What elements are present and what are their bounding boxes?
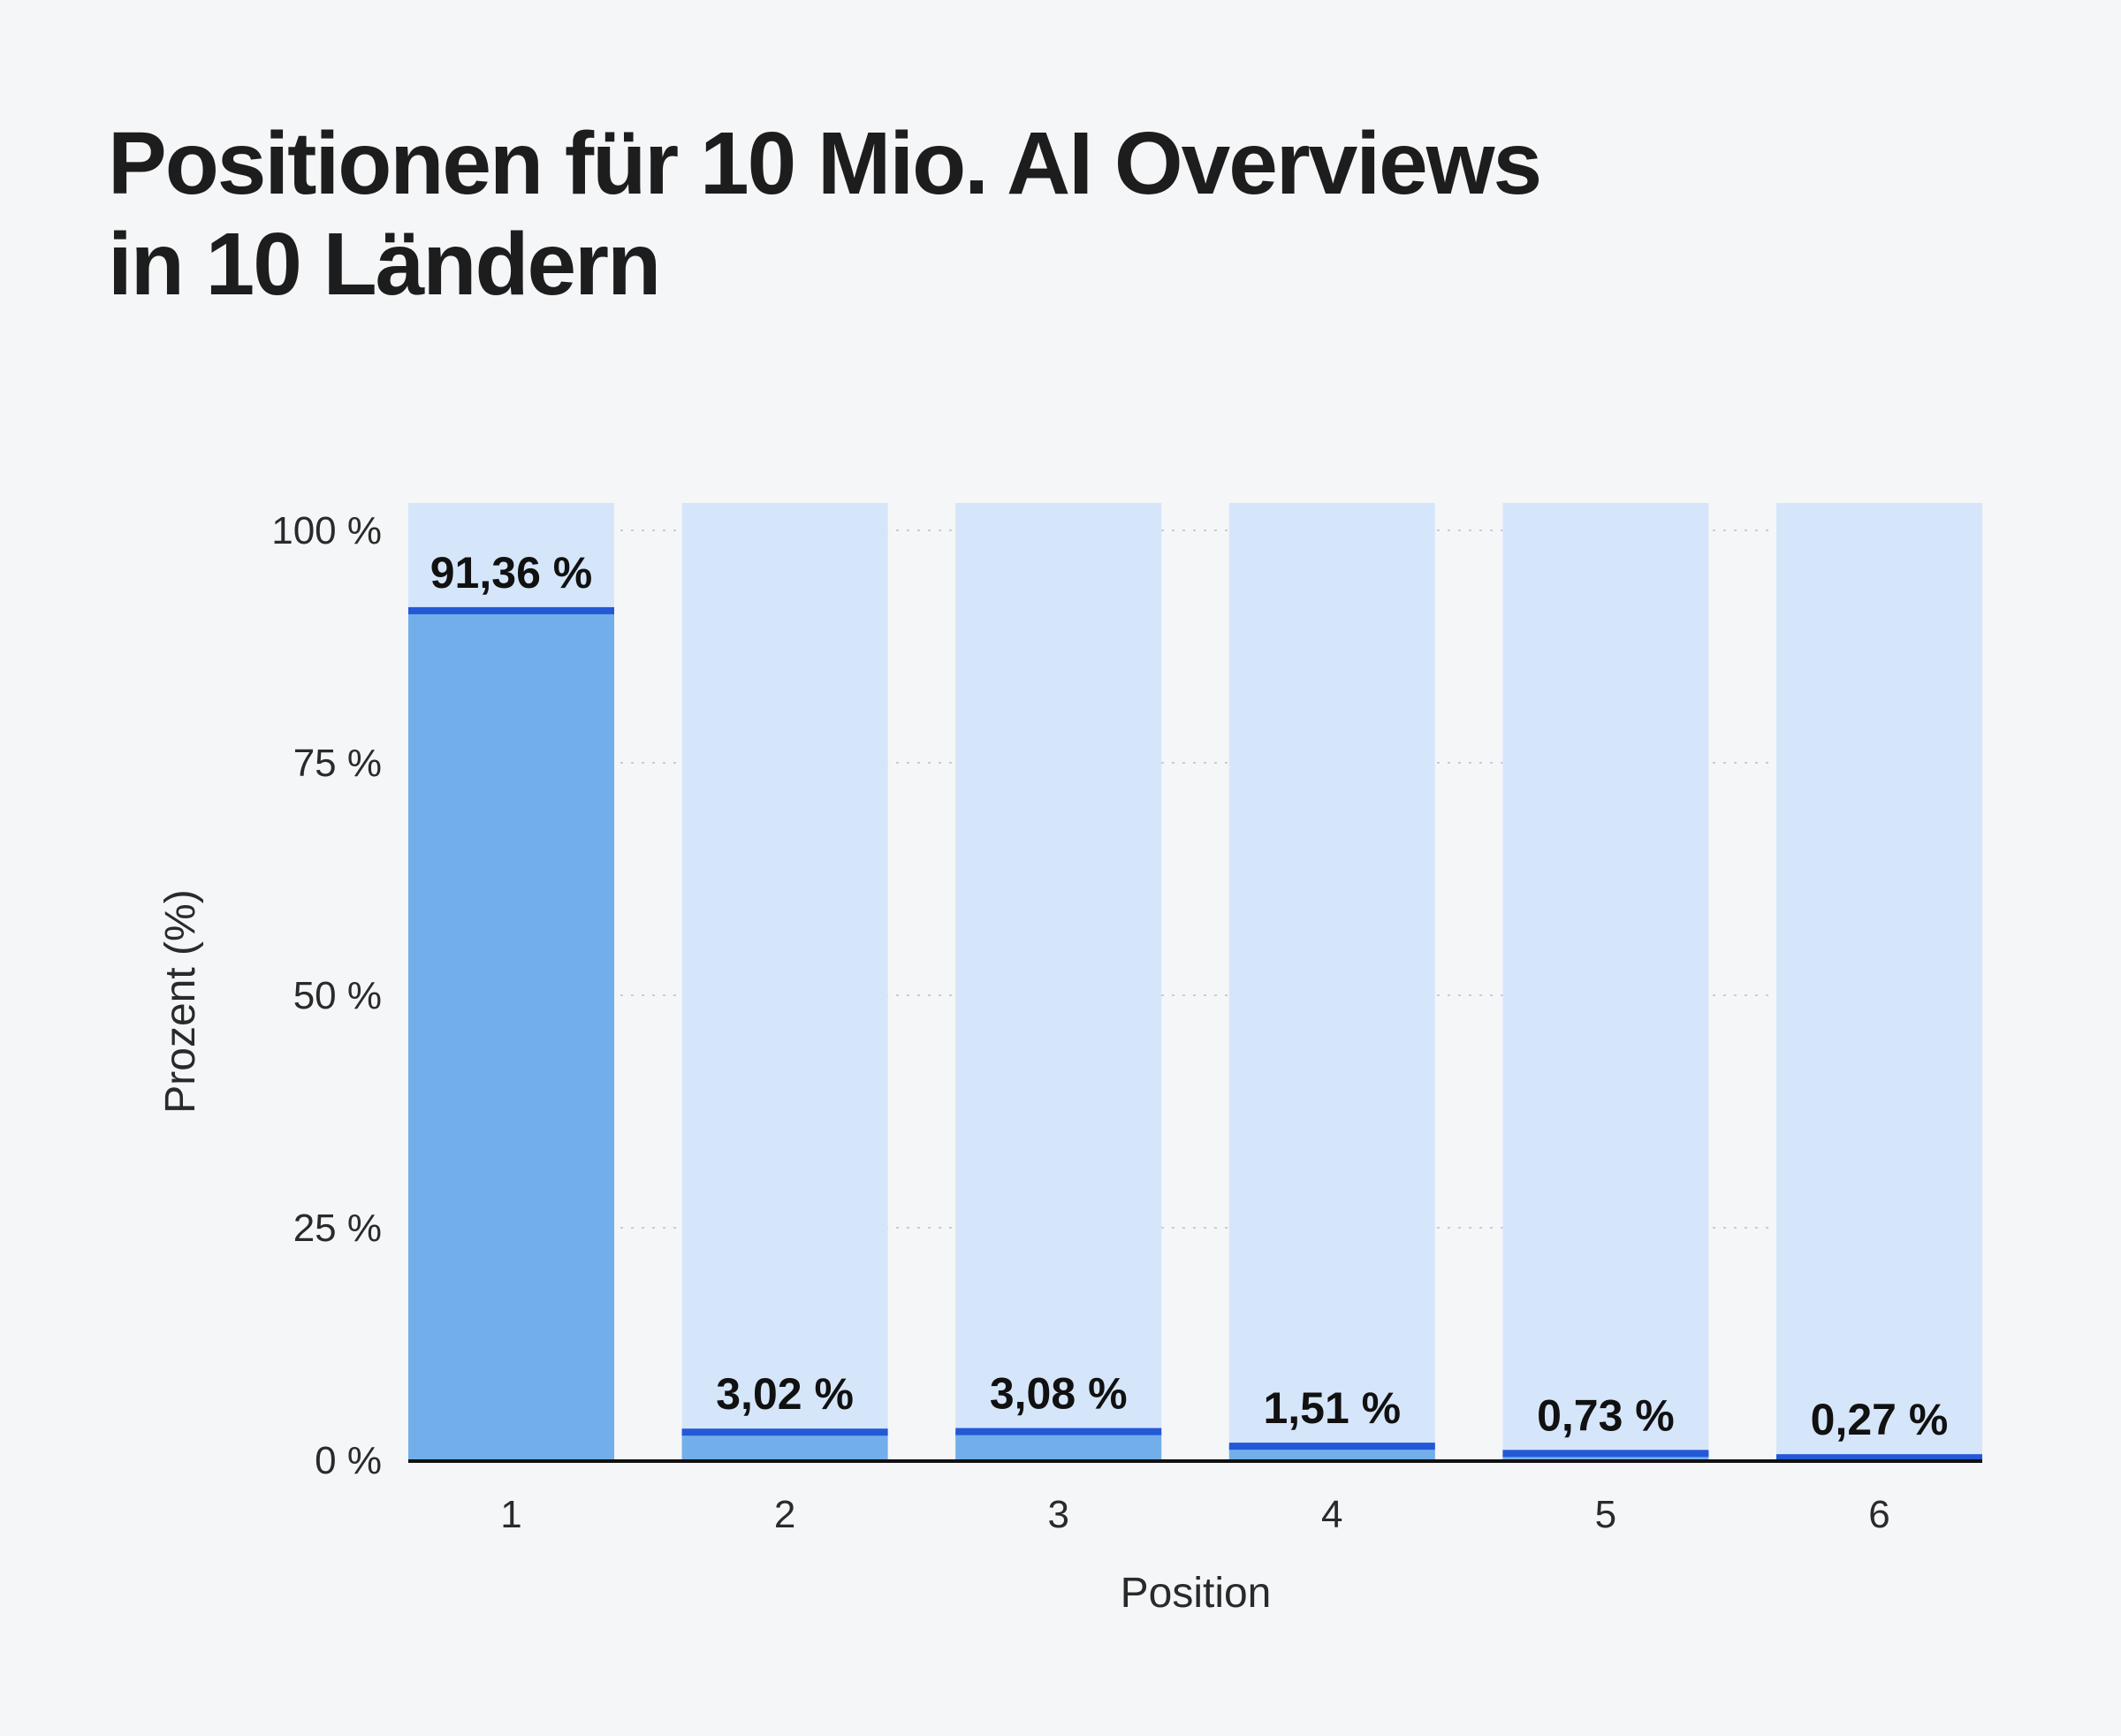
bar <box>681 1432 888 1460</box>
bar-cap <box>408 606 614 614</box>
chart-title-line-1: Positionen für 10 Mio. AI Overviews <box>108 114 1542 213</box>
data-label: 0,27 % <box>1811 1395 1949 1444</box>
bar <box>955 1431 1162 1460</box>
chart-title: Positionen für 10 Mio. AI Overviews in 1… <box>108 113 1875 315</box>
bar-cap <box>1502 1450 1709 1458</box>
bar-group: 91,36 % <box>408 503 614 1460</box>
bar-track <box>1228 503 1435 1460</box>
data-label: 0,73 % <box>1537 1390 1675 1440</box>
y-tick-label: 50 % <box>293 974 382 1017</box>
x-tick-label: 3 <box>1047 1493 1068 1536</box>
bar-track <box>1502 503 1709 1460</box>
bar-track <box>681 503 888 1460</box>
bar-group: 3,08 % <box>955 503 1162 1460</box>
bar-cap <box>1776 1454 1982 1462</box>
chart-title-line-2: in 10 Ländern <box>108 215 661 314</box>
x-axis-ticks: 1 2 3 4 5 6 <box>500 1493 1889 1536</box>
bar-cap <box>681 1428 888 1436</box>
x-tick-label: 2 <box>774 1493 795 1536</box>
bar-track <box>955 503 1162 1460</box>
bar-group: 1,51 % <box>1228 503 1435 1460</box>
x-tick-label: 6 <box>1868 1493 1889 1536</box>
y-tick-label: 25 % <box>293 1207 382 1250</box>
x-tick-label: 5 <box>1595 1493 1616 1536</box>
x-tick-label: 4 <box>1321 1493 1342 1536</box>
bar-cap <box>1228 1443 1435 1450</box>
bar-track <box>1776 503 1982 1460</box>
x-axis-title: Position <box>1121 1570 1272 1617</box>
bars: 91,36 % 3,02 % 3,08 % 1,51 % 0,73 % 0,27 % <box>408 503 1982 1462</box>
x-tick-label: 1 <box>500 1493 521 1536</box>
bar-cap <box>955 1428 1162 1435</box>
bar <box>408 610 614 1460</box>
bar-group: 3,02 % <box>681 503 888 1460</box>
bar-group: 0,27 % <box>1776 503 1982 1462</box>
y-tick-label: 100 % <box>271 509 382 552</box>
bar-group: 0,73 % <box>1502 503 1709 1460</box>
data-label: 91,36 % <box>430 548 592 598</box>
y-tick-label: 0 % <box>315 1439 382 1482</box>
y-axis-ticks: 0 % 25 % 50 % 75 % 100 % <box>271 509 382 1482</box>
data-label: 1,51 % <box>1263 1383 1401 1433</box>
data-label: 3,02 % <box>716 1369 854 1419</box>
y-tick-label: 75 % <box>293 742 382 785</box>
y-axis-title: Prozent (%) <box>157 889 204 1113</box>
data-label: 3,08 % <box>990 1369 1128 1419</box>
